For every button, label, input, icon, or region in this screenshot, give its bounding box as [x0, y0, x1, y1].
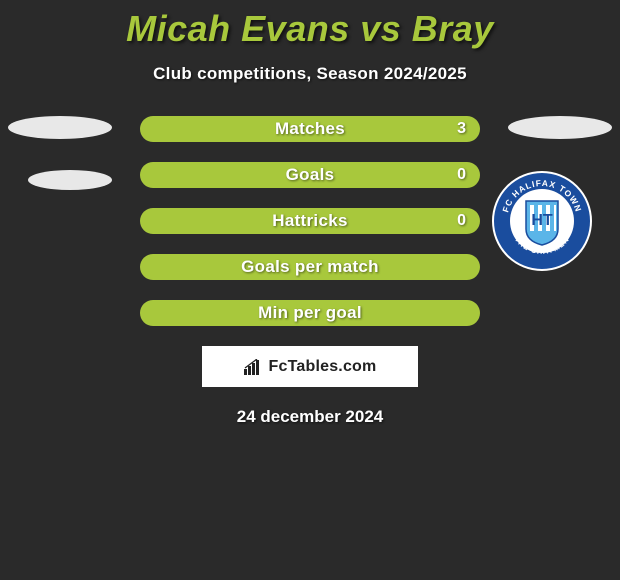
bar-label: Goals per match [241, 257, 379, 277]
bar-chart-icon [244, 359, 264, 375]
bar-value: 0 [457, 166, 466, 184]
stat-bar-hattricks: Hattricks 0 [140, 208, 480, 234]
stat-bar-matches: Matches 3 [140, 116, 480, 142]
right-decoration: FC HALIFAX TOWN THE SHAYMEN HT [508, 116, 612, 139]
bar-label: Goals [286, 165, 335, 185]
stat-bars: Matches 3 Goals 0 Hattricks 0 Goals per … [140, 116, 480, 326]
brand-text: FcTables.com [269, 358, 377, 376]
page-subtitle: Club competitions, Season 2024/2025 [0, 64, 620, 84]
chart-area: Matches 3 Goals 0 Hattricks 0 Goals per … [0, 116, 620, 326]
ellipse-icon [508, 116, 612, 139]
ellipse-icon [28, 170, 112, 190]
bar-value: 0 [457, 212, 466, 230]
bar-label: Min per goal [258, 303, 362, 323]
page-title: Micah Evans vs Bray [0, 0, 620, 50]
svg-text:HT: HT [531, 212, 553, 229]
bar-label: Hattricks [272, 211, 347, 231]
ellipse-icon [8, 116, 112, 139]
left-decoration [8, 116, 112, 190]
brand-footer: FcTables.com [202, 346, 418, 387]
stat-bar-min-per-goal: Min per goal [140, 300, 480, 326]
stat-bar-goals-per-match: Goals per match [140, 254, 480, 280]
bar-value: 3 [457, 120, 466, 138]
date-label: 24 december 2024 [0, 407, 620, 427]
bar-label: Matches [275, 119, 345, 139]
stat-bar-goals: Goals 0 [140, 162, 480, 188]
club-badge-icon: FC HALIFAX TOWN THE SHAYMEN HT [492, 171, 592, 271]
